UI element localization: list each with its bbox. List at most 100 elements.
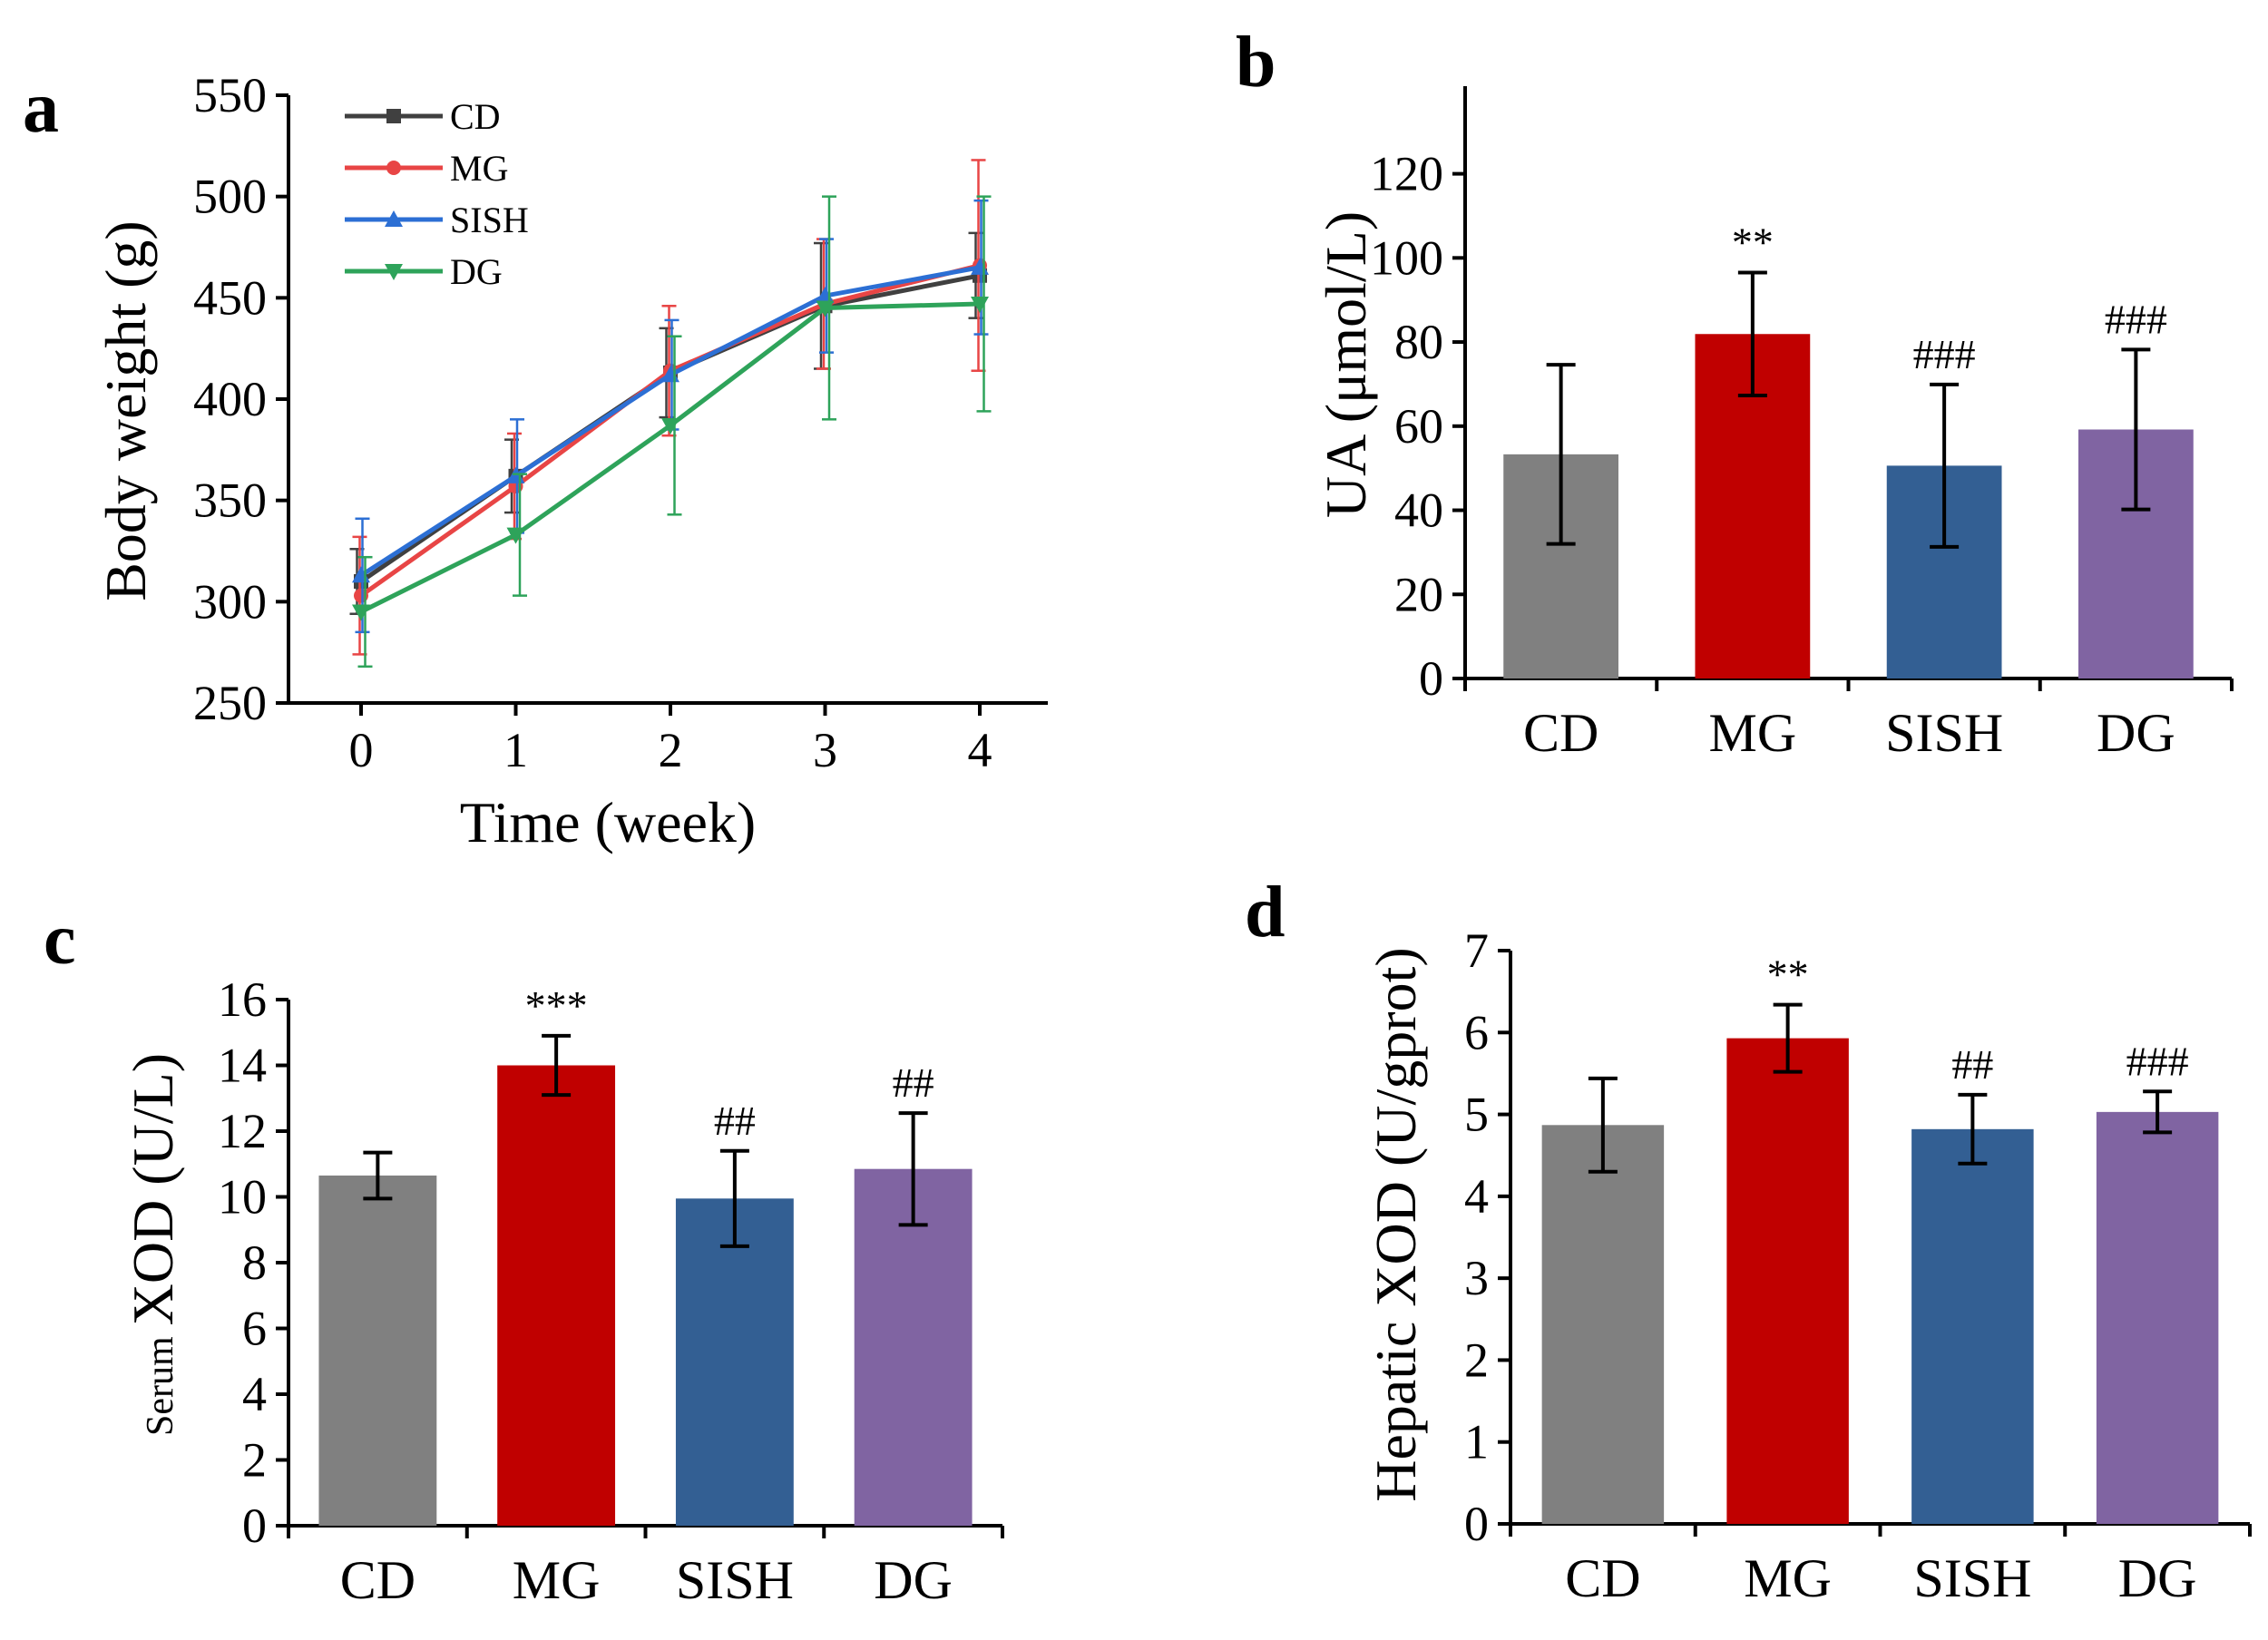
x-tick-label: 1 — [503, 723, 528, 777]
x-category-label: MG — [1709, 703, 1797, 763]
y-axis-title: UA (μmol/L) — [1314, 211, 1378, 518]
legend-marker — [385, 264, 403, 280]
data-point — [661, 418, 679, 435]
y-tick-label: 0 — [1419, 651, 1443, 706]
y-tick-label: 5 — [1464, 1088, 1489, 1142]
y-tick-label: 10 — [218, 1170, 267, 1225]
legend-label: SISH — [450, 200, 529, 240]
x-category-label: DG — [874, 1550, 953, 1610]
y-tick-label: 20 — [1394, 567, 1443, 621]
y-tick-label: 400 — [193, 372, 267, 426]
x-category-label: DG — [2097, 703, 2175, 763]
significance-label: *** — [525, 982, 588, 1029]
y-tick-label: 7 — [1464, 923, 1489, 978]
x-category-label: SISH — [676, 1550, 794, 1610]
y-tick-label: 300 — [193, 574, 267, 629]
y-axis-title: Body weight (g) — [93, 220, 158, 601]
y-tick-label: 6 — [1464, 1005, 1489, 1059]
y-tick-label: 120 — [1370, 147, 1443, 201]
panel-letter-b: b — [1236, 23, 1276, 102]
x-category-label: SISH — [1885, 703, 2003, 763]
legend-label: CD — [450, 96, 501, 137]
y-tick-label: 0 — [242, 1498, 267, 1553]
x-category-label: MG — [513, 1550, 601, 1610]
series-dg — [352, 195, 992, 669]
series-line-dg — [359, 301, 981, 614]
y-tick-label: 40 — [1394, 483, 1443, 538]
legend-marker — [386, 161, 401, 175]
bar-dg — [854, 1168, 973, 1526]
bar-sish — [1911, 1128, 2034, 1524]
y-tick-label: 60 — [1394, 399, 1443, 454]
panel-d-bar-chart: d 0 1 2 3 4 5 6 7 CD ** MG ## SISH ### DG Hepatic XOD … — [1245, 873, 2252, 1608]
y-tick-label: 2 — [242, 1433, 267, 1488]
data-point — [816, 300, 835, 317]
significance-label: ## — [893, 1059, 934, 1106]
y-tick-label: 12 — [218, 1104, 267, 1158]
y-tick-label: 450 — [193, 270, 267, 325]
series-mg — [352, 159, 987, 656]
body-weight-plot: 250 300 350 400 450 500 550 0 1 2 3 4 — [193, 68, 1048, 777]
x-category-label: DG — [2118, 1548, 2197, 1608]
x-tick-label: 2 — [659, 723, 683, 777]
significance-label: ## — [1951, 1041, 1993, 1088]
y-tick-label: 16 — [218, 972, 267, 1027]
y-tick-label: 250 — [193, 676, 267, 730]
x-category-label: CD — [1523, 703, 1598, 763]
y-tick-label: 6 — [242, 1302, 267, 1356]
x-axis-title: Time (week) — [460, 790, 756, 854]
y-tick-label: 4 — [1464, 1169, 1489, 1224]
panel-letter-c: c — [44, 900, 76, 980]
legend-label: MG — [450, 148, 508, 189]
significance-label: ### — [1913, 331, 1976, 377]
legend-marker — [385, 210, 403, 227]
y-tick-label: 14 — [218, 1039, 267, 1093]
bar-cd — [318, 1175, 437, 1526]
y-tick-label: 80 — [1394, 315, 1443, 369]
bar-mg — [1726, 1038, 1849, 1524]
x-category-label: CD — [340, 1550, 415, 1610]
y-tick-label: 0 — [1464, 1497, 1489, 1551]
y-tick-label: 350 — [193, 473, 267, 528]
bar-dg — [2096, 1111, 2219, 1524]
panel-b-bar-chart: b 0 20 40 60 80 100 120 CD ** MG ### SISH ### DG UA (… — [1236, 23, 2234, 763]
y-axis-title: Serum XOD (U/L) — [121, 1053, 185, 1436]
data-point — [352, 604, 370, 621]
hepatic-xod-bar-plot: 0 1 2 3 4 5 6 7 CD ** MG ## SISH ### DG — [1464, 923, 2252, 1608]
panel-letter-a: a — [23, 68, 59, 148]
y-tick-label: 1 — [1464, 1415, 1489, 1469]
x-tick-label: 4 — [968, 723, 992, 777]
legend-label: DG — [450, 251, 503, 292]
significance-label: ### — [2126, 1038, 2189, 1084]
bar-cd — [1541, 1125, 1665, 1524]
y-axis-title-main: XOD (U/L) — [121, 1053, 185, 1325]
y-tick-label: 4 — [242, 1367, 267, 1421]
panel-letter-d: d — [1245, 873, 1286, 952]
ua-bar-plot: 0 20 40 60 80 100 120 CD ** MG ### SISH ### DG — [1370, 86, 2234, 763]
bar-mg — [497, 1065, 616, 1526]
data-point — [506, 527, 525, 544]
significance-label: ** — [1732, 220, 1774, 266]
data-point — [971, 297, 989, 314]
y-tick-label: 550 — [193, 68, 267, 122]
legend-marker — [386, 109, 401, 123]
x-tick-label: 3 — [813, 723, 837, 777]
x-category-label: SISH — [1913, 1548, 2031, 1608]
x-tick-label: 0 — [349, 723, 374, 777]
bar-sish — [675, 1198, 794, 1526]
y-tick-label: 100 — [1370, 230, 1443, 285]
y-axis-title: Hepatic XOD (U/gprot) — [1364, 947, 1428, 1501]
y-tick-label: 500 — [193, 170, 267, 224]
y-tick-label: 8 — [242, 1235, 267, 1290]
y-tick-label: 3 — [1464, 1251, 1489, 1305]
y-tick-label: 2 — [1464, 1332, 1489, 1387]
x-category-label: MG — [1744, 1548, 1832, 1608]
x-category-label: CD — [1565, 1548, 1640, 1608]
panel-c-bar-chart: c 0 2 4 6 8 10 12 14 16 CD *** MG ## SISH ## DG Serum XO… — [44, 900, 1004, 1610]
significance-label: ** — [1767, 952, 1809, 998]
serum-xod-bar-plot: 0 2 4 6 8 10 12 14 16 CD *** MG ## SISH ## DG — [218, 972, 1004, 1610]
significance-label: ### — [2105, 296, 2167, 342]
significance-label: ## — [714, 1098, 756, 1144]
